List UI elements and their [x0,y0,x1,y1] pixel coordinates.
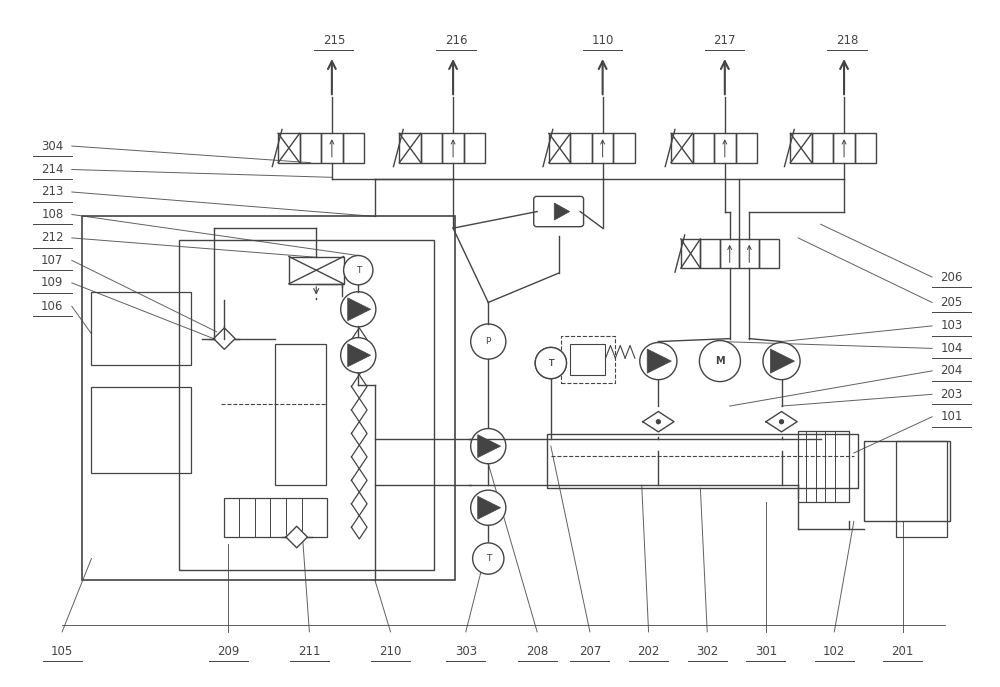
Bar [278,133,300,163]
Text: T: T [486,554,491,563]
Polygon shape [286,526,307,548]
Bar [399,133,421,163]
Bar [812,133,833,163]
Polygon shape [770,349,795,373]
Text: 203: 203 [940,388,963,401]
FancyBboxPatch shape [534,196,584,227]
Polygon shape [214,328,235,350]
Bar [864,441,950,521]
Text: 106: 106 [41,300,64,313]
Text: 207: 207 [579,645,601,658]
Bar [289,256,344,284]
Text: 212: 212 [41,232,64,245]
Bar [671,133,693,163]
Bar [421,133,442,163]
Circle shape [535,348,566,379]
Bar [91,292,191,365]
Text: 101: 101 [940,410,963,423]
Polygon shape [647,349,671,373]
Text: 104: 104 [940,342,963,355]
Text: 211: 211 [298,645,321,658]
Bar [82,216,455,580]
Circle shape [471,324,506,359]
Text: 218: 218 [836,34,858,47]
Text: 205: 205 [940,296,963,309]
Bar [547,434,858,488]
Bar [179,240,434,570]
Bar [896,441,947,537]
Circle shape [341,292,376,327]
Bar [592,133,613,163]
Text: 301: 301 [755,645,777,658]
Bar [681,239,700,268]
Text: T: T [548,359,554,368]
Text: 201: 201 [892,645,914,658]
Text: 210: 210 [379,645,402,658]
Bar [275,344,326,485]
Bar [570,133,592,163]
Circle shape [656,420,660,424]
Text: T: T [356,266,361,275]
Bar [700,239,720,268]
Text: 109: 109 [41,276,64,289]
Polygon shape [478,435,501,458]
Bar [343,133,364,163]
Text: 107: 107 [41,254,64,267]
Bar [224,498,327,537]
Bar [720,239,739,268]
Text: 304: 304 [41,139,63,153]
Text: 110: 110 [591,34,614,47]
Bar [790,133,812,163]
Bar [736,133,757,163]
Bar [693,133,714,163]
Circle shape [640,343,677,380]
Bar [300,133,321,163]
Text: 215: 215 [323,34,345,47]
Bar [570,344,605,375]
Text: 108: 108 [41,208,63,221]
Circle shape [471,429,506,464]
Bar [442,133,464,163]
Polygon shape [348,298,371,321]
Text: P: P [486,337,491,346]
Bar [833,133,855,163]
Polygon shape [348,344,371,367]
Bar [739,239,759,268]
Circle shape [535,348,566,379]
Text: 217: 217 [714,34,736,47]
Text: 204: 204 [940,364,963,377]
Text: 302: 302 [696,645,718,658]
Circle shape [471,490,506,526]
Circle shape [341,337,376,373]
Text: 103: 103 [940,319,963,333]
Text: 105: 105 [51,645,73,658]
Circle shape [344,256,373,285]
Bar [759,239,779,268]
Circle shape [699,341,740,381]
Text: 303: 303 [455,645,477,658]
Polygon shape [478,496,501,519]
Text: 216: 216 [445,34,467,47]
Bar [714,133,736,163]
Text: 102: 102 [823,645,845,658]
Text: 202: 202 [637,645,660,658]
Circle shape [780,420,783,424]
Text: 208: 208 [526,645,548,658]
Polygon shape [554,203,570,220]
Bar [321,133,343,163]
Text: 213: 213 [41,185,64,199]
Text: 214: 214 [41,163,64,176]
Bar [855,133,876,163]
Text: 206: 206 [940,271,963,284]
Bar [91,387,191,473]
Bar [464,133,485,163]
Bar [798,431,849,502]
Circle shape [473,543,504,574]
Bar [549,133,570,163]
Text: T: T [548,359,554,368]
Text: 209: 209 [217,645,239,658]
Text: M: M [715,356,725,366]
Bar [613,133,635,163]
Circle shape [763,343,800,380]
